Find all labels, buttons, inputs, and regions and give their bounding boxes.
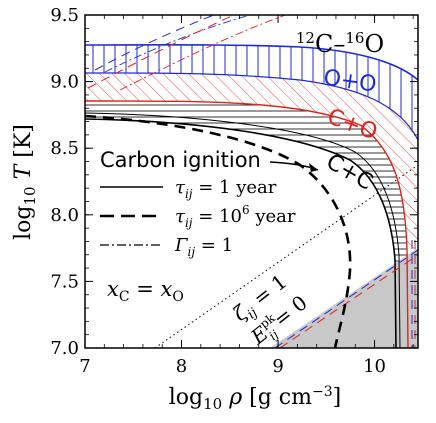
y-tick-label: 8.5	[50, 138, 79, 159]
legend-label-solid: τij = 1 year	[175, 177, 277, 201]
axis-ticks: 7 8 9 10 7.0 7.5 8.0 8.5 9.0 9.5	[50, 5, 418, 377]
legend-title: Carbon ignition	[100, 148, 261, 172]
line-co-lower	[85, 100, 409, 348]
y-tick-label: 7.0	[50, 338, 79, 359]
y-tick-label: 7.5	[50, 271, 79, 292]
x-tick-label: 9	[272, 356, 283, 377]
line-dashed-red	[87, 15, 236, 89]
line-grey-diag-blue	[274, 249, 418, 348]
line-grey-diag-red	[279, 254, 418, 348]
plot-area	[85, 15, 418, 348]
line-dashed-blue	[94, 15, 216, 71]
band-oo	[85, 44, 418, 141]
annotation-composition: xC = xO	[107, 277, 184, 305]
x-tick-label: 8	[176, 356, 187, 377]
plot-frame	[84, 14, 419, 349]
legend-label-dashed: τij = 106 year	[175, 203, 296, 230]
line-oo-lower	[85, 72, 418, 141]
shaded-region	[270, 248, 418, 348]
x-axis-label: log10 ρ [g cm−3]	[169, 384, 341, 413]
y-axis-label: log10 T [K]	[11, 124, 39, 240]
y-tick-label: 8.0	[50, 205, 79, 226]
ignition-arrowhead	[309, 163, 318, 172]
line-cc-inner	[85, 112, 401, 348]
line-cc-dashed	[85, 114, 352, 348]
x-tick-label: 7	[79, 356, 90, 377]
line-dashdot-red	[119, 15, 287, 91]
x-tick-label: 10	[363, 356, 386, 377]
legend-label-dashdot: Γij = 1	[174, 235, 233, 259]
line-cc-solid	[85, 118, 397, 348]
line-oo-upper	[85, 44, 418, 81]
y-tick-label: 9.5	[50, 5, 79, 26]
chart-title: 12C–16O	[296, 29, 384, 58]
y-tick-label: 9.0	[50, 72, 79, 93]
legend: Carbon ignition τij = 1 year τij = 106 y…	[100, 148, 296, 259]
